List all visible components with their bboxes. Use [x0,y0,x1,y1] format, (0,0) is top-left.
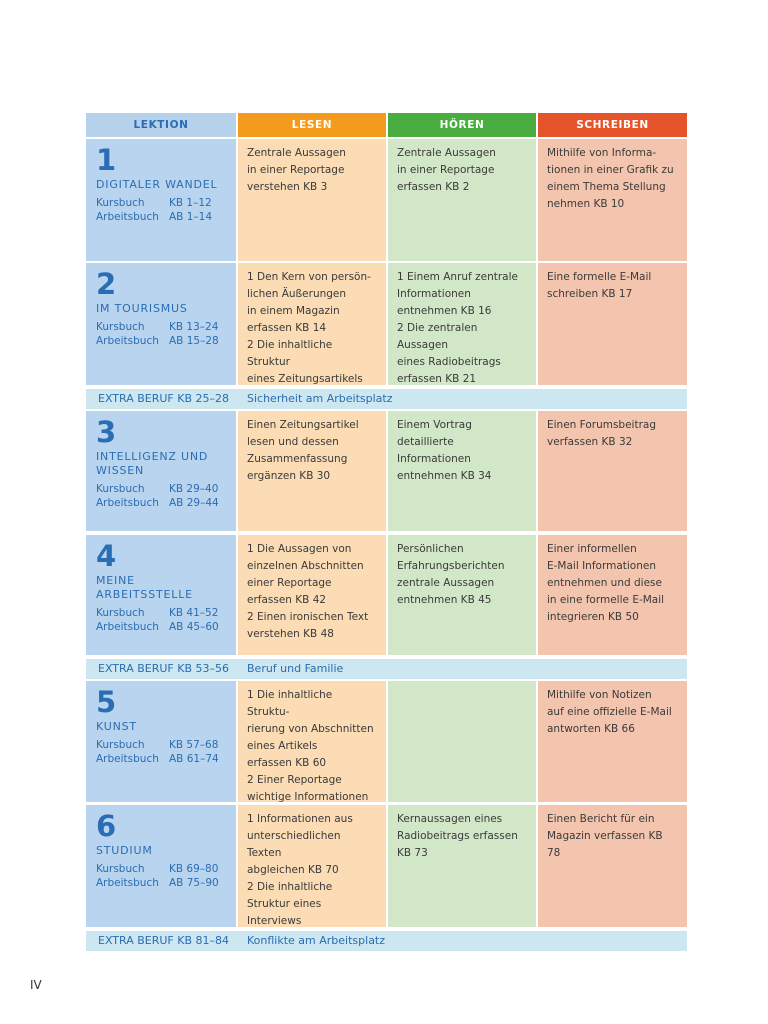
schreiben-cell: Mithilfe von Notizen auf eine offizielle… [538,681,687,802]
lesen-cell: 1 Informationen aus unterschiedlichen Te… [238,805,386,927]
lesson-title: DIGITALER WANDEL [96,178,218,191]
header-schreiben: SCHREIBEN [538,113,687,137]
lesson-info: 5 KUNST Kursbuch KB 57–68 Arbeitsbuch AB 6… [86,681,236,802]
lesson-row-2: 2 IM TOURISMUS Kursbuch KB 13–24 Arbeitsb… [86,263,687,385]
arbeitsbuch-range: AB 1–14 [169,211,213,223]
extra-beruf-row: EXTRA BERUF KB 53–56 Beruf und Familie [86,659,687,679]
lesen-cell: Einen Zeitungsartikel lesen und dessen Z… [238,411,386,531]
hoeren-cell: Zentrale Aussagen in einer Reportage erf… [388,139,536,261]
extra-beruf-topic: Konflikte am Arbeitsplatz [247,934,386,947]
extra-beruf-label: EXTRA BERUF KB 25–28 [98,392,229,405]
arbeitsbuch-label: Arbeitsbuch [96,621,159,633]
overview-table: LEKTION LESEN HÖREN SCHREIBEN 1 DIGITALE… [86,113,687,951]
lesson-row-4: 4 MEINE ARBEITSSTELLE Kursbuch KB 41–52 A… [86,535,687,655]
schreiben-cell: Mithilfe von Informa- tionen in einer Gr… [538,139,687,261]
lesson-row-6: 6 STUDIUM Kursbuch KB 69–80 Arbeitsbuch AB… [86,805,687,927]
lesson-row-5: 5 KUNST Kursbuch KB 57–68 Arbeitsbuch AB 6… [86,681,687,802]
lesson-info: 2 IM TOURISMUS Kursbuch KB 13–24 Arbeitsb… [86,263,236,385]
kursbuch-label: Kursbuch [96,321,145,333]
header-lektion: LEKTION [86,113,236,137]
extra-beruf-row: EXTRA BERUF KB 25–28 Sicherheit am Arbei… [86,389,687,409]
lesen-cell: 1 Den Kern von persön- lichen Äußerungen… [238,263,386,385]
lesson-number: 2 [96,267,117,301]
kursbuch-label: Kursbuch [96,197,145,209]
extra-beruf-row: EXTRA BERUF KB 81–84 Konflikte am Arbeit… [86,931,687,951]
lesson-title: KUNST [96,720,137,733]
lesson-info: 1 DIGITALER WANDEL Kursbuch KB 1–12 Arbei… [86,139,236,261]
lesson-title: MEINE ARBEITSSTELLE [96,574,193,601]
extra-beruf-label: EXTRA BERUF KB 81–84 [98,934,229,947]
hoeren-cell: Einem Vortrag detaillierte Informationen… [388,411,536,531]
kursbuch-range: KB 57–68 [169,739,219,751]
lesson-number: 4 [96,539,117,573]
kursbuch-range: KB 41–52 [169,607,219,619]
extra-beruf-label: EXTRA BERUF KB 53–56 [98,662,229,675]
lesen-cell: Zentrale Aussagen in einer Reportage ver… [238,139,386,261]
page-number: IV [30,978,42,992]
kursbuch-range: KB 69–80 [169,863,219,875]
kursbuch-range: KB 1–12 [169,197,212,209]
kursbuch-label: Kursbuch [96,863,145,875]
arbeitsbuch-range: AB 15–28 [169,335,219,347]
lesson-title: INTELLIGENZ UND WISSEN [96,450,209,477]
kursbuch-range: KB 13–24 [169,321,219,333]
extra-beruf-topic: Sicherheit am Arbeitsplatz [247,392,393,405]
arbeitsbuch-range: AB 75–90 [169,877,219,889]
lesen-cell: 1 Die Aussagen von einzelnen Abschnitten… [238,535,386,655]
extra-beruf-topic: Beruf und Familie [247,662,344,675]
lesson-title: IM TOURISMUS [96,302,188,315]
arbeitsbuch-label: Arbeitsbuch [96,497,159,509]
kursbuch-label: Kursbuch [96,607,145,619]
table-header: LEKTION LESEN HÖREN SCHREIBEN [86,113,687,137]
hoeren-cell: Kernaussagen eines Radiobeitrags erfasse… [388,805,536,927]
schreiben-cell: Eine formelle E-Mail schreiben KB 17 [538,263,687,385]
arbeitsbuch-range: AB 61–74 [169,753,219,765]
lesson-info: 3 INTELLIGENZ UND WISSEN Kursbuch KB 29–4… [86,411,236,531]
schreiben-cell: Einen Bericht für ein Magazin verfassen … [538,805,687,927]
hoeren-cell: Persönlichen Erfahrungsberichten zentral… [388,535,536,655]
lesen-cell: 1 Die inhaltliche Struktu- rierung von A… [238,681,386,802]
kursbuch-label: Kursbuch [96,739,145,751]
header-lesen: LESEN [238,113,386,137]
arbeitsbuch-label: Arbeitsbuch [96,211,159,223]
lesson-number: 5 [96,685,117,719]
arbeitsbuch-label: Arbeitsbuch [96,335,159,347]
arbeitsbuch-range: AB 29–44 [169,497,219,509]
lesson-number: 6 [96,809,117,843]
lesson-row-1: 1 DIGITALER WANDEL Kursbuch KB 1–12 Arbei… [86,139,687,261]
lesson-info: 4 MEINE ARBEITSSTELLE Kursbuch KB 41–52 A… [86,535,236,655]
kursbuch-label: Kursbuch [96,483,145,495]
schreiben-cell: Einer informellen E-Mail Informationen e… [538,535,687,655]
header-hoeren: HÖREN [388,113,536,137]
lesson-number: 3 [96,415,117,449]
hoeren-cell: 1 Einem Anruf zentrale Informationen ent… [388,263,536,385]
arbeitsbuch-label: Arbeitsbuch [96,877,159,889]
kursbuch-range: KB 29–40 [169,483,219,495]
hoeren-cell [388,681,536,802]
lesson-number: 1 [96,143,117,177]
arbeitsbuch-label: Arbeitsbuch [96,753,159,765]
lesson-title: STUDIUM [96,844,153,857]
arbeitsbuch-range: AB 45–60 [169,621,219,633]
lesson-info: 6 STUDIUM Kursbuch KB 69–80 Arbeitsbuch AB… [86,805,236,927]
schreiben-cell: Einen Forumsbeitrag verfassen KB 32 [538,411,687,531]
lesson-row-3: 3 INTELLIGENZ UND WISSEN Kursbuch KB 29–4… [86,411,687,531]
